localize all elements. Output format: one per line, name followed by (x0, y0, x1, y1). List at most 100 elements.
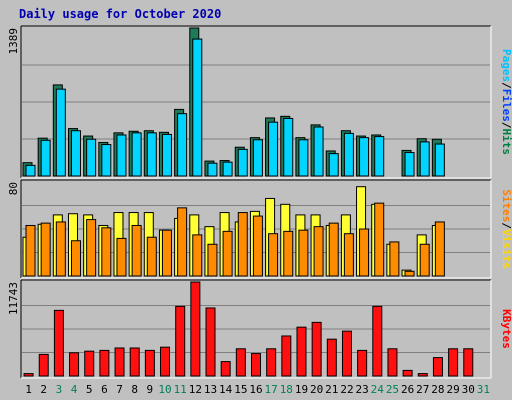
bar-kbytes-kbytes-30 (463, 348, 474, 377)
bar-visits-sites-24 (374, 202, 385, 277)
bar-visits-sites-18 (283, 230, 294, 277)
bar-kbytes-kbytes-11 (175, 305, 186, 377)
day-label-20: 20 (310, 383, 323, 396)
bar-kbytes-kbytes-1 (23, 373, 34, 377)
bar-kbytes-kbytes-4 (69, 352, 80, 377)
legend-hits: Pages/Files/Hits (500, 49, 512, 155)
bar-visits-sites-22 (343, 233, 354, 277)
bar-kbytes-kbytes-2 (38, 353, 49, 377)
day-label-10: 10 (158, 383, 171, 396)
day-label-12: 12 (189, 383, 202, 396)
bar-kbytes-kbytes-19 (296, 326, 307, 377)
day-label-14: 14 (219, 383, 233, 396)
bar-kbytes-kbytes-16 (251, 353, 261, 377)
bar-kbytes-kbytes-5 (84, 350, 95, 377)
day-label-18: 18 (280, 383, 293, 396)
day-label-23: 23 (356, 383, 369, 396)
bar-visits-sites-8 (131, 224, 142, 277)
bar-visits-sites-28 (434, 221, 445, 277)
legend-kbytes: KBytes (500, 309, 512, 349)
day-label-27: 27 (416, 383, 429, 396)
bar-visits-sites-2 (40, 222, 51, 277)
day-label-26: 26 (401, 383, 414, 396)
day-label-11: 11 (174, 383, 187, 396)
bar-hits-files-8 (131, 132, 142, 177)
bar-visits-sites-23 (359, 228, 370, 277)
bar-visits-sites-26 (404, 270, 415, 277)
bar-kbytes-kbytes-12 (190, 281, 201, 377)
bar-hits-files-4 (70, 130, 81, 177)
bar-hits-files-15 (237, 148, 248, 177)
bar-visits-sites-20 (313, 226, 324, 277)
day-label-21: 21 (325, 383, 338, 396)
legend-item-visits: Visits (500, 229, 512, 269)
bar-kbytes-kbytes-18 (281, 335, 292, 377)
bar-hits-files-16 (252, 139, 263, 177)
bar-visits-sites-3 (55, 221, 66, 277)
legend-separator: / (500, 122, 512, 129)
bar-hits-files-7 (116, 134, 127, 177)
bar-kbytes-kbytes-25 (387, 348, 398, 377)
bar-kbytes-kbytes-9 (144, 349, 155, 377)
bar-kbytes-kbytes-22 (341, 330, 352, 377)
panels-layer: 1389Pages/Files/Hits80Sites/Visits11743K… (7, 25, 512, 379)
bar-visits-sites-17 (268, 233, 279, 277)
legend-visits: Sites/Visits (500, 189, 512, 269)
bar-visits-sites-12 (192, 234, 203, 277)
day-label-22: 22 (340, 383, 353, 396)
bar-hits-files-17 (268, 121, 279, 177)
day-label-8: 8 (131, 383, 138, 396)
bar-hits-files-12 (192, 38, 203, 177)
chart-title: Daily usage for October 2020 (19, 7, 221, 21)
bar-hits-files-11 (177, 113, 188, 177)
bar-visits-sites-27 (419, 243, 430, 277)
day-label-30: 30 (462, 383, 475, 396)
bar-visits-sites-7 (116, 237, 127, 277)
day-label-16: 16 (249, 383, 262, 396)
legend-item-sites: Sites (500, 189, 512, 222)
max-tick-label-kbytes: 11743 (7, 282, 20, 315)
day-label-5: 5 (86, 383, 93, 396)
bar-hits-files-2 (40, 139, 51, 177)
bar-hits-files-28 (434, 143, 445, 177)
legend-item-files: Files (500, 89, 512, 122)
panel-kbytes: 11743 KBytes (7, 279, 512, 379)
legend-item-hits: Hits (500, 129, 512, 156)
bar-kbytes-kbytes-15 (235, 348, 246, 377)
bar-hits-files-3 (55, 88, 66, 177)
bar-kbytes-kbytes-23 (357, 349, 368, 377)
bar-kbytes-kbytes-13 (205, 307, 216, 377)
bar-visits-sites-10 (161, 229, 172, 277)
day-label-28: 28 (431, 383, 444, 396)
bar-kbytes-kbytes-3 (53, 309, 64, 377)
bar-visits-sites-19 (298, 229, 309, 277)
legend-separator: / (500, 222, 512, 229)
day-label-17: 17 (265, 383, 278, 396)
max-tick-label-visits: 80 (7, 182, 20, 195)
day-label-19: 19 (295, 383, 308, 396)
bar-visits-sites-14 (222, 230, 233, 277)
bar-visits-sites-15 (237, 212, 248, 277)
bar-kbytes-kbytes-10 (160, 346, 171, 377)
bar-hits-files-20 (313, 126, 324, 177)
day-label-7: 7 (116, 383, 123, 396)
bar-visits-sites-21 (328, 222, 339, 277)
day-label-29: 29 (446, 383, 459, 396)
bar-hits-files-21 (328, 153, 339, 177)
bar-hits-files-27 (419, 141, 430, 177)
bar-hits-files-23 (359, 137, 370, 177)
bar-hits-files-13 (207, 162, 218, 177)
day-label-13: 13 (204, 383, 217, 396)
day-label-31: 31 (477, 383, 490, 396)
day-label-4: 4 (71, 383, 78, 396)
bar-hits-files-1 (25, 164, 36, 177)
bar-kbytes-kbytes-8 (129, 347, 140, 377)
bar-visits-sites-1 (25, 224, 36, 277)
bar-hits-files-14 (222, 161, 233, 177)
bar-kbytes-kbytes-28 (432, 357, 443, 377)
panel-visits: 80 Sites/Visits (7, 179, 512, 279)
day-label-6: 6 (101, 383, 108, 396)
bar-kbytes-kbytes-26 (402, 369, 413, 377)
